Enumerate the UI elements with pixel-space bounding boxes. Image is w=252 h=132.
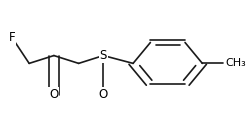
Text: F: F [9, 31, 15, 44]
Text: S: S [100, 49, 107, 62]
Text: O: O [99, 88, 108, 101]
Text: CH₃: CH₃ [226, 58, 247, 68]
Text: O: O [49, 88, 58, 101]
